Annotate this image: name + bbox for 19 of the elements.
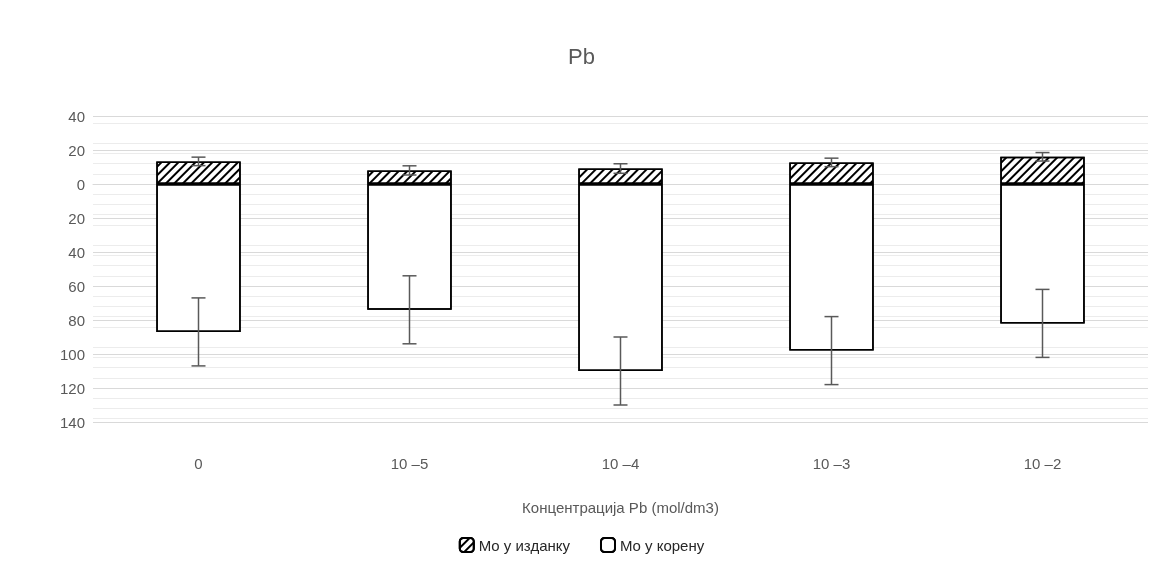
y-tick-label: 100 <box>59 345 85 363</box>
y-tick-label: 0 <box>76 175 85 193</box>
y-tick-label: 40 <box>68 243 85 261</box>
y-tick-label: 60 <box>68 277 85 295</box>
y-tick-label: 140 <box>59 413 85 431</box>
y-tick-label: 80 <box>68 311 85 329</box>
y-tick-label: 120 <box>59 379 85 397</box>
x-tick-label: 10 –3 <box>812 455 851 472</box>
legend-label: Mo у изданку <box>478 536 571 554</box>
y-tick-label: 20 <box>68 209 85 227</box>
x-tick-label: 10 –4 <box>601 455 640 472</box>
x-tick-label: 10 –2 <box>1023 455 1062 472</box>
legend-label: Mo у корену <box>620 536 705 554</box>
y-tick-label: 20 <box>68 141 85 159</box>
chart-title: Pb <box>568 43 595 69</box>
x-axis-title: Концентрација Pb (mol/dm3) <box>522 499 719 516</box>
x-tick-label: 0 <box>194 455 203 472</box>
y-tick-label: 40 <box>68 107 85 125</box>
x-tick-label: 10 –5 <box>390 455 429 472</box>
